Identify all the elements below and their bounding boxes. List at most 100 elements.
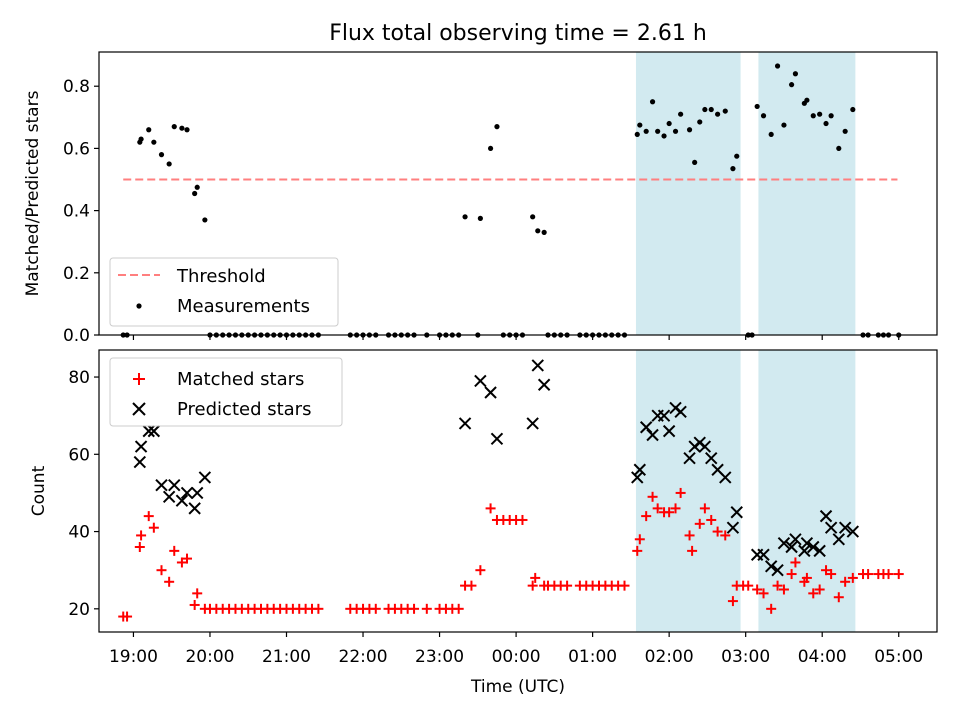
x-tick-label: 03:00 [721,647,770,667]
y-tick-label: 80 [68,368,90,388]
shaded-interval [758,52,856,335]
measurement-point [477,215,483,221]
y-tick-label: 0.0 [63,326,90,346]
matched-star-point [409,603,420,614]
matched-star-point [619,580,630,591]
predicted-star-point [537,378,551,391]
measurement-point [836,145,842,152]
measurement-point [702,106,708,113]
x-tick-label: 02:00 [645,647,694,667]
predicted-star-point [662,424,676,438]
measurement-point [146,127,152,133]
measurements-layer [120,63,902,338]
matched-star-point [182,553,193,564]
matched-star-point [421,603,432,614]
bottom-legend-label-matched: Matched stars [177,369,304,390]
measurement-point [734,153,740,159]
x-tick-label: 04:00 [798,647,847,667]
matched-star-point [370,603,381,614]
matched-star-point [893,569,904,580]
top-shaded-intervals [635,52,856,335]
matched-star-point [752,584,763,595]
matched-star-point [786,569,797,580]
predicted-star-point [789,533,802,546]
matched-star-point [466,580,477,591]
matched-star-point [808,588,819,599]
predicted-star-point [142,424,155,438]
x-axis-label: Time (UTC) [470,677,565,697]
measurement-point [828,113,834,119]
measurement-point [634,131,640,138]
measurement-point [637,122,643,128]
matched-stars-legend-swatch [133,373,145,385]
matched-star-point [833,592,844,603]
predicted-star-point [798,544,811,558]
matched-star-point [675,487,686,498]
matched-star-point [766,603,777,614]
matched-star-point [517,514,528,525]
measurement-point [530,214,536,220]
predicted-star-point [188,502,201,515]
predicted-star-point [698,440,712,453]
bottom-legend: Matched stars Predicted stars [109,357,343,427]
x-tick-label: 20:00 [185,647,234,667]
matched-star-point [727,596,738,607]
x-tick-label: 21:00 [262,647,311,667]
measurement-point [792,71,799,77]
matched-star-point [712,526,723,537]
matched-star-point [801,572,812,583]
bottom-x-axis: 19:00 20:00 21:00 22:00 23:00 00:00 01:00 02:00… [109,632,923,667]
matched-star-point [143,511,154,522]
matched-star-point [192,588,203,599]
measurement-point [535,228,541,234]
predicted-star-point [526,417,539,430]
matched-star-point [687,545,698,556]
measurement-point [850,106,856,113]
measurement-point [166,161,172,167]
predicted-star-point [683,451,696,465]
predicted-star-point [674,405,687,419]
predicted-star-point [846,525,860,538]
matched-star-point [684,530,695,541]
x-tick-label: 23:00 [415,647,464,667]
predicted-star-point [474,374,487,388]
measurement-point [708,106,714,113]
y-tick-label: 40 [68,523,90,543]
measurement-point [487,145,494,152]
bottom-y-axis: 20 40 60 80 [68,368,99,620]
measurement-point [817,111,823,117]
matched-star-point [840,576,851,587]
matched-star-point [632,545,643,556]
matched-star-point [694,518,705,529]
matched-star-point [562,580,573,591]
predicted-star-point [133,455,147,469]
matched-star-point [122,611,133,622]
top-legend-label-threshold: Threshold [176,266,266,287]
matched-star-point [634,534,645,545]
measurement-point [804,97,810,103]
top-x-ticks [132,335,900,340]
matched-star-point [699,503,710,514]
matched-star-point [863,569,874,580]
predicted-star-point [764,560,778,573]
matched-star-point [758,588,769,599]
measurement-point [462,214,468,220]
bottom-legend-label-predicted: Predicted stars [177,399,311,420]
matched-star-point [743,580,754,591]
measurement-point [184,127,190,133]
matched-star-point [821,565,832,576]
predicted-star-point [633,463,647,476]
x-tick-label: 01:00 [568,647,617,667]
measurement-point [774,63,781,69]
matched-star-point [485,503,496,514]
matched-star-point [148,522,159,533]
measurement-point [202,217,208,223]
x-tick-label: 05:00 [874,647,923,667]
measurement-point [697,119,703,125]
shaded-interval [635,350,741,632]
measurement-point [151,139,157,145]
measurement-point [171,124,177,130]
measurement-point [730,166,736,172]
predicted-star-point [838,521,852,534]
